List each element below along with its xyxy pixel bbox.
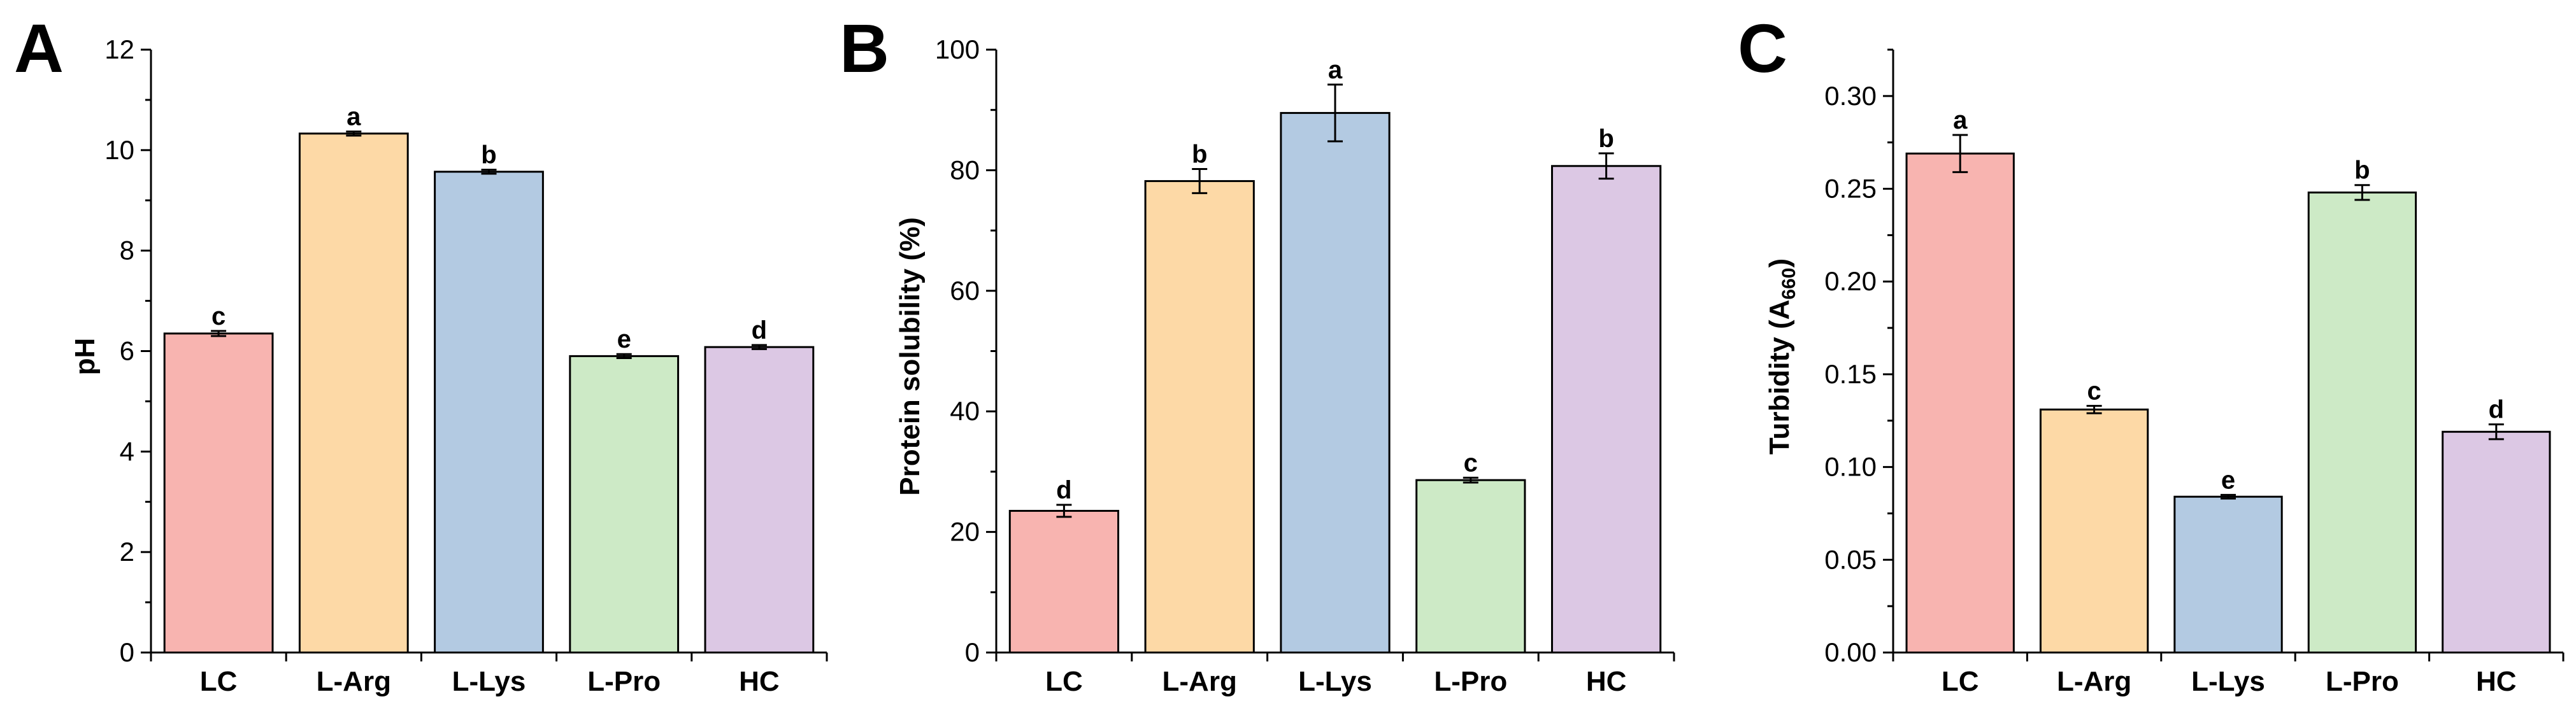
x-tick-label-l-lys: L-Lys <box>452 666 526 697</box>
x-tick-label-hc: HC <box>2476 666 2517 697</box>
bar-l-arg <box>2039 408 2149 654</box>
x-tick-label-l-pro: L-Pro <box>1434 666 1507 697</box>
y-tick-label: 12 <box>104 34 134 64</box>
significance-label-l-lys: b <box>481 141 496 169</box>
bar-l-pro <box>569 355 680 654</box>
significance-label-hc: b <box>1598 125 1614 153</box>
y-tick-label: 0.00 <box>1824 637 1877 667</box>
x-tick-label-lc: LC <box>1045 666 1083 697</box>
y-axis-title-a: pH <box>69 338 101 376</box>
plot-area-b: d LC b L-Arg a L-Lys c L-Pro b HC 0 20 40 60 80 100 <box>935 34 1675 697</box>
y-tick-label: 80 <box>950 155 980 185</box>
y-tick-label: 8 <box>120 236 134 265</box>
y-tick-label: 0.20 <box>1824 266 1877 296</box>
y-tick-label: 0 <box>120 637 134 667</box>
y-tick-label: 20 <box>950 517 980 547</box>
plot-area-a: c LC a L-Arg b L-Lys e L-Pro d HC 0 2 4 6 8 10 12 <box>104 34 828 697</box>
significance-label-lc: c <box>211 302 225 330</box>
significance-label-l-lys: e <box>2221 466 2235 494</box>
significance-label-l-pro: e <box>617 325 631 353</box>
significance-label-l-arg: c <box>2087 377 2101 405</box>
y-tick-label: 60 <box>950 276 980 306</box>
y-tick-label: 0.10 <box>1824 452 1877 482</box>
bar-lc <box>163 332 274 654</box>
error-bar-hc <box>1598 152 1614 180</box>
x-tick-label-l-lys: L-Lys <box>1298 666 1372 697</box>
significance-label-l-pro: b <box>2354 157 2370 185</box>
error-bar-l-arg <box>1192 168 1208 194</box>
error-bar-l-pro <box>1463 476 1478 484</box>
error-bar-l-lys <box>2221 493 2236 500</box>
significance-label-hc: d <box>2489 396 2504 424</box>
panel-a: A pH c LC a L-Arg b L-Lys e L-Pro d HC 0 2 4 6 8 10 12 <box>14 10 828 697</box>
bar-l-pro <box>2307 191 2417 654</box>
bar-lc <box>1905 152 2015 654</box>
y-tick-label: 6 <box>120 336 134 366</box>
panel-letter-c: C <box>1738 10 1787 87</box>
bar-l-lys <box>2173 495 2283 654</box>
plot-area-c: a LC c L-Arg e L-Lys b L-Pro d HC 0.00 0.05 0.10 0.15… <box>1824 48 2565 697</box>
x-tick-label-hc: HC <box>1586 666 1627 697</box>
bar-l-arg <box>298 132 409 654</box>
y-tick-label: 0 <box>965 637 980 667</box>
x-tick-label-l-arg: L-Arg <box>1163 666 1237 697</box>
x-tick-label-l-pro: L-Pro <box>2326 666 2399 697</box>
y-tick-label: 0.30 <box>1824 81 1877 111</box>
x-tick-label-l-pro: L-Pro <box>587 666 661 697</box>
bar-l-lys <box>434 171 544 654</box>
y-tick-label: 40 <box>950 396 980 426</box>
panel-letter-a: A <box>14 10 64 87</box>
bar-hc <box>2442 430 2551 654</box>
y-tick-label: 4 <box>120 436 134 466</box>
y-tick-label: 100 <box>935 34 980 64</box>
significance-label-l-arg: b <box>1192 141 1207 169</box>
y-axis-title-c-subscript: 660 <box>1778 268 1800 300</box>
error-bar-l-pro <box>616 353 632 360</box>
x-tick-label-lc: LC <box>1942 666 1979 697</box>
panel-letter-b: B <box>840 10 889 87</box>
error-bar-lc <box>1056 504 1072 518</box>
y-axis-title-c-main: Turbidity (A <box>1764 300 1795 455</box>
y-tick-label: 0.05 <box>1824 544 1877 574</box>
significance-label-lc: a <box>1953 106 1968 134</box>
bar-l-arg <box>1144 180 1255 654</box>
y-axis-title-c: Turbidity (A660) <box>1764 258 1800 455</box>
panel-b: B Protein solubility (%) d LC b L-Arg a L-Lys… <box>840 10 1675 697</box>
error-bar-lc <box>1952 134 1968 173</box>
error-bar-l-arg <box>346 131 362 137</box>
error-bar-l-lys <box>1327 83 1343 143</box>
error-bar-l-pro <box>2354 184 2370 201</box>
y-tick-label: 0.25 <box>1824 174 1877 204</box>
significance-label-hc: d <box>752 316 767 344</box>
error-bar-lc <box>211 330 227 337</box>
bar-l-lys <box>1280 111 1391 654</box>
bar-hc <box>704 346 815 654</box>
significance-label-l-pro: c <box>1464 449 1478 477</box>
x-tick-label-l-lys: L-Lys <box>2191 666 2265 697</box>
x-tick-label-lc: LC <box>200 666 238 697</box>
y-tick-label: 0.15 <box>1824 359 1877 389</box>
y-axis-title-b: Protein solubility (%) <box>894 217 926 496</box>
bar-hc <box>1550 165 1662 654</box>
y-tick-label: 2 <box>120 537 134 567</box>
significance-label-l-arg: a <box>347 103 361 131</box>
bar-l-pro <box>1415 479 1526 654</box>
error-bar-l-arg <box>2086 404 2102 414</box>
error-bar-hc <box>751 344 767 350</box>
error-bar-l-lys <box>481 169 497 175</box>
x-tick-label-hc: HC <box>739 666 780 697</box>
y-axis-title-c-end: ) <box>1764 258 1795 268</box>
bar-lc <box>1008 509 1120 654</box>
significance-label-l-lys: a <box>1328 56 1343 84</box>
y-tick-label: 10 <box>104 135 134 165</box>
error-bar-hc <box>2488 423 2504 441</box>
x-tick-label-l-arg: L-Arg <box>2057 666 2131 697</box>
panel-c: C Turbidity (A660) a LC c L-Arg e L-Lys b L-Pro… <box>1738 10 2565 697</box>
significance-label-lc: d <box>1056 476 1071 504</box>
x-tick-label-l-arg: L-Arg <box>317 666 391 697</box>
